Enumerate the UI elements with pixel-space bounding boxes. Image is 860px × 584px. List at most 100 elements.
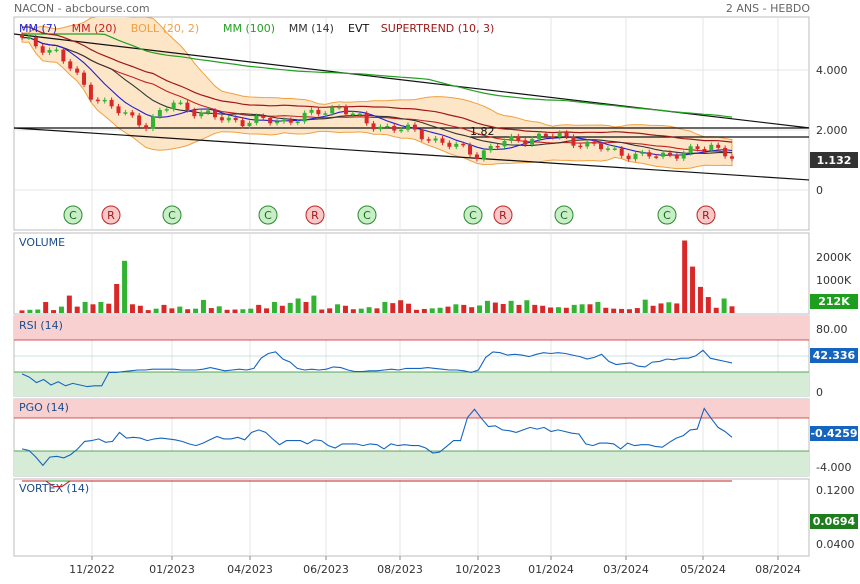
vortex-tick-0: 0.1200 (816, 484, 855, 497)
signal-marker-4 (305, 205, 325, 225)
volume-bar-20 (177, 306, 183, 313)
candle-body-13 (109, 99, 114, 107)
volume-bar-37 (311, 295, 317, 313)
candle-body-37 (275, 121, 280, 124)
candle-body-25 (192, 110, 197, 117)
rsi-tick-1: 0 (816, 386, 823, 399)
candle-body-100 (709, 144, 714, 151)
candle-body-27 (206, 110, 211, 113)
vortex-badge (810, 514, 858, 529)
pgo-oversold-zone (14, 451, 809, 476)
volume-bar-23 (200, 299, 206, 313)
candle-body-71 (509, 136, 514, 141)
candle-body-34 (254, 115, 259, 123)
candle-body-38 (281, 119, 286, 122)
panel-frame-4 (13, 478, 810, 557)
pgo-badge (810, 426, 858, 441)
candle-body-20 (157, 110, 162, 117)
legend-item-2: BOLL (20, 2) (131, 22, 199, 35)
volume-bar-69 (563, 307, 569, 313)
pgo-overbought-zone (14, 399, 809, 418)
volume-bar-1 (27, 309, 33, 313)
candle-body-3 (40, 46, 45, 53)
volume-bar-31 (264, 308, 270, 313)
volume-bar-15 (137, 305, 143, 313)
candle-body-0 (20, 34, 24, 38)
volume-bar-24 (208, 308, 214, 313)
volume-bar-82 (666, 302, 672, 313)
legend-item-3: MM (100) (223, 22, 275, 35)
volume-bar-83 (674, 303, 680, 313)
signal-marker-9 (657, 205, 677, 225)
candle-body-86 (612, 148, 617, 150)
volume-bar-61 (500, 304, 506, 313)
candle-body-89 (633, 153, 638, 160)
candle-body-29 (219, 117, 224, 121)
candle-body-40 (295, 121, 300, 124)
candle-body-39 (288, 119, 293, 123)
candle-body-11 (95, 99, 100, 102)
volume-bar-18 (161, 304, 167, 313)
volume-bar-21 (185, 309, 191, 313)
candle-body-79 (564, 132, 569, 137)
x-axis: 11/2022 01/2023 04/2023 06/2023 08/2023 10/20… (69, 556, 801, 576)
volume-bar-2 (35, 309, 41, 313)
volume-bar-70 (571, 304, 577, 313)
candle-body-96 (681, 153, 686, 159)
volume-bar-45 (374, 308, 380, 313)
volume-bar-56 (461, 304, 467, 313)
signal-marker-1 (101, 205, 121, 225)
signal-marker-0 (63, 205, 83, 225)
price-tick-0: 4.000 (816, 64, 848, 77)
candle-body-31 (233, 117, 238, 121)
volume-bar-43 (358, 308, 364, 313)
volume-bar-28 (240, 309, 246, 313)
candle-body-58 (419, 129, 424, 140)
candle-body-53 (385, 125, 390, 128)
legend-item-5: EVT (348, 22, 369, 35)
candle-body-21 (164, 109, 169, 111)
volume-bar-63 (516, 304, 522, 313)
volume-bar-88 (713, 307, 719, 313)
volume-bar-17 (153, 308, 159, 313)
volume-bar-52 (429, 308, 435, 313)
volume-bar-36 (303, 301, 309, 313)
last-price-label: 1.132 (817, 154, 852, 167)
x-tick-label-2: 04/2023 (227, 563, 273, 576)
volume-bar-84 (682, 240, 688, 313)
candle-body-52 (378, 126, 383, 130)
candle-body-69 (495, 145, 500, 148)
pgo-title: PGO (14) (19, 401, 69, 414)
candle-body-23 (178, 102, 183, 105)
candle-body-44 (323, 113, 328, 115)
candle-body-33 (247, 122, 252, 127)
volume-bar-8 (82, 301, 88, 313)
volume-bar-33 (279, 305, 285, 313)
candle-body-60 (433, 138, 438, 141)
volume-bar-60 (492, 302, 498, 313)
volume-bar-81 (658, 303, 664, 313)
volume-bar-66 (540, 305, 546, 313)
signal-marker-8 (554, 205, 574, 225)
volume-bar-3 (43, 301, 49, 313)
volume-bar-78 (634, 308, 640, 313)
candle-body-92 (654, 156, 659, 158)
volume-bar-90 (729, 306, 735, 313)
candle-body-32 (240, 120, 245, 127)
volume-bar-30 (256, 304, 262, 313)
candle-body-83 (592, 141, 597, 144)
candle-body-74 (530, 138, 535, 145)
candle-body-65 (468, 145, 473, 155)
signal-marker-5 (357, 205, 377, 225)
volume-bar-6 (66, 295, 72, 313)
signal-label-0: C (69, 209, 77, 222)
signal-label-10: R (702, 209, 710, 222)
legend-item-4: MM (14) (289, 22, 334, 35)
candle-body-43 (316, 109, 321, 115)
rsi-title: RSI (14) (19, 319, 63, 332)
candle-body-62 (447, 142, 452, 147)
volume-bar-25 (216, 306, 222, 313)
period-label: 2 ANS - HEBDO (726, 2, 810, 15)
volume-bar-14 (129, 304, 135, 313)
candle-body-12 (102, 99, 107, 102)
